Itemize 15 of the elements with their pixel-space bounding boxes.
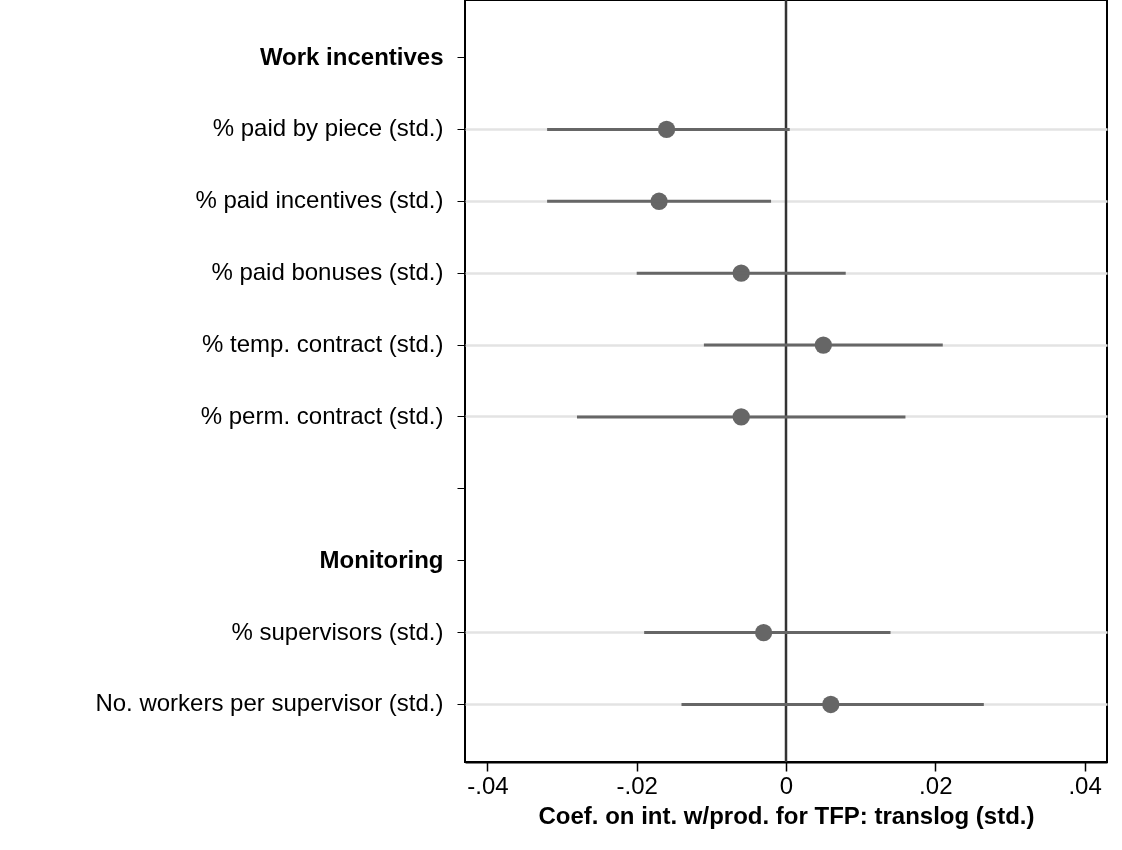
x-axis-title: Coef. on int. w/prod. for TFP: translog (std.)	[538, 801, 1035, 829]
y-tick-label: % temp. contract (std.)	[202, 330, 444, 358]
x-tick-label: .02	[919, 771, 953, 799]
x-tick-label: .04	[1068, 771, 1102, 799]
x-tick-label: 0	[779, 771, 794, 799]
y-tick-label: % paid by piece (std.)	[212, 114, 444, 142]
y-tick-label: % supervisors (std.)	[231, 617, 444, 645]
y-tick-label: % perm. contract (std.)	[200, 401, 444, 429]
y-tick-label: % paid bonuses (std.)	[211, 258, 444, 286]
y-tick-label: % paid incentives (std.)	[195, 186, 444, 214]
x-tick-label: -.02	[616, 771, 658, 799]
y-tick-label: No. workers per supervisor (std.)	[95, 689, 444, 717]
x-tick-label: -.04	[467, 771, 509, 799]
y-tick-label: Work incentives	[259, 42, 444, 70]
y-tick-label: Monitoring	[319, 545, 444, 573]
